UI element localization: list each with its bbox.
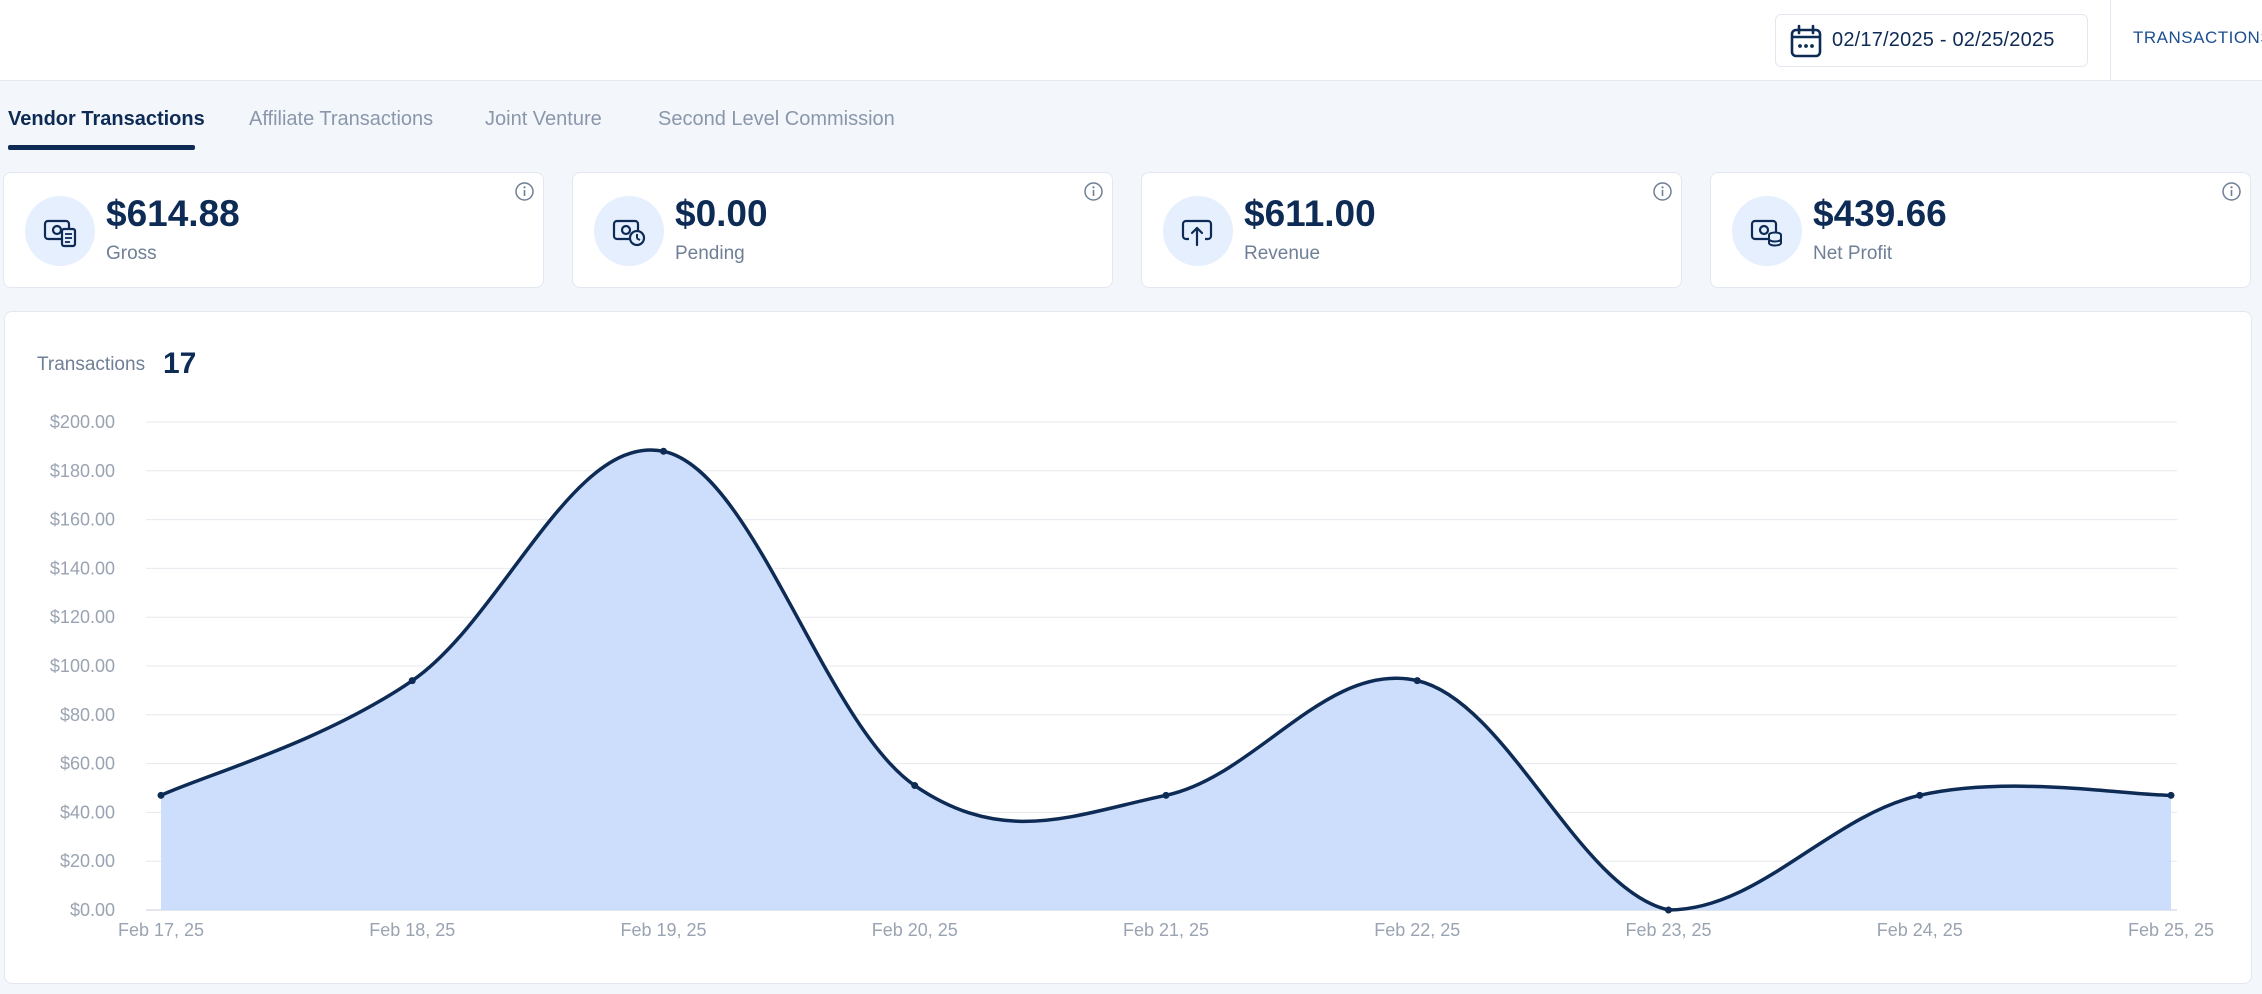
- y-tick-label: $0.00: [70, 900, 115, 920]
- x-tick-label: Feb 17, 25: [118, 920, 204, 940]
- y-tick-label: $180.00: [50, 461, 115, 481]
- y-tick-label: $140.00: [50, 558, 115, 578]
- x-tick-label: Feb 20, 25: [872, 920, 958, 940]
- tab-joint-venture[interactable]: Joint Venture: [485, 108, 602, 130]
- revenue-icon: [1181, 219, 1213, 247]
- gross-icon-badge: [25, 196, 95, 266]
- transactions-area-chart: $0.00 $20.00 $40.00 $60.00 $80.00 $100.00 $120…: [50, 412, 2214, 940]
- data-point: [2167, 791, 2175, 799]
- calendar-icon: [1790, 24, 1822, 57]
- y-tick-label: $80.00: [60, 705, 115, 725]
- tab-affiliate-transactions[interactable]: Affiliate Transactions: [249, 108, 434, 130]
- data-point: [408, 677, 416, 685]
- tab-vendor-transactions[interactable]: Vendor Transactions: [8, 108, 205, 130]
- tab-second-level-commission[interactable]: Second Level Commission: [658, 108, 895, 130]
- stat-label: Revenue: [1244, 243, 1321, 264]
- data-point: [660, 447, 667, 455]
- info-icon[interactable]: [1083, 181, 1104, 202]
- area-fill: [161, 449, 2171, 910]
- stat-value: $0.00: [675, 193, 768, 234]
- pending-icon-badge: [594, 196, 664, 266]
- active-tab-indicator: [8, 145, 195, 150]
- date-range-text: 02/17/2025 - 02/25/2025: [1832, 29, 2055, 51]
- transaction-count: 17: [163, 347, 197, 380]
- stat-label: Pending: [675, 243, 745, 264]
- stat-card-net-profit: $439.66 Net Profit: [1710, 172, 2251, 288]
- info-icon[interactable]: [1652, 181, 1673, 202]
- data-point: [1916, 791, 1924, 799]
- revenue-icon-badge: [1163, 196, 1233, 266]
- data-point: [1665, 906, 1672, 914]
- y-tick-label: $20.00: [60, 851, 115, 871]
- stat-card-revenue: $611.00 Revenue: [1141, 172, 1682, 288]
- info-icon[interactable]: [2221, 181, 2242, 202]
- stat-value: $439.66: [1813, 193, 1947, 234]
- data-point: [157, 791, 165, 799]
- x-tick-label: Feb 19, 25: [620, 920, 706, 940]
- chart-title: Transactions: [37, 354, 146, 375]
- net-profit-icon-badge: [1732, 196, 1802, 266]
- y-tick-label: $60.00: [60, 754, 115, 774]
- top-bar: 02/17/2025 - 02/25/2025 TRANSACTIONS: [0, 0, 2262, 81]
- series-line: [160, 448, 2172, 912]
- x-tick-label: Feb 21, 25: [1123, 920, 1209, 940]
- tab-bar: Vendor Transactions Affiliate Transactio…: [0, 82, 2262, 150]
- y-tick-label: $120.00: [50, 607, 115, 627]
- stat-value: $611.00: [1244, 193, 1376, 234]
- y-tick-label: $40.00: [60, 802, 115, 822]
- date-range-picker[interactable]: 02/17/2025 - 02/25/2025: [1775, 14, 2088, 67]
- stat-value: $614.88: [106, 193, 240, 234]
- y-tick-label: $160.00: [50, 510, 115, 530]
- gross-icon: [43, 219, 77, 248]
- x-tick-label: Feb 23, 25: [1625, 920, 1711, 940]
- stat-label: Net Profit: [1813, 243, 1893, 264]
- stat-label: Gross: [106, 243, 157, 264]
- divider: [2110, 0, 2111, 81]
- transactions-chart-panel: Transactions 17 $0.00 $20.00 $40.00 $60.00 $…: [4, 311, 2252, 984]
- data-point: [911, 782, 919, 790]
- stat-card-gross: $614.88 Gross: [3, 172, 544, 288]
- info-icon[interactable]: [514, 181, 535, 202]
- x-tick-label: Feb 22, 25: [1374, 920, 1460, 940]
- pending-icon: [612, 219, 646, 247]
- data-point: [1162, 791, 1170, 799]
- net-profit-icon: [1750, 219, 1782, 247]
- x-tick-label: Feb 25, 25: [2128, 920, 2214, 940]
- stat-card-pending: $0.00 Pending: [572, 172, 1113, 288]
- y-tick-label: $100.00: [50, 656, 115, 676]
- x-tick-label: Feb 24, 25: [1877, 920, 1963, 940]
- data-point: [1413, 677, 1421, 685]
- transactions-link[interactable]: TRANSACTIONS: [2133, 28, 2262, 47]
- x-tick-label: Feb 18, 25: [369, 920, 455, 940]
- y-tick-label: $200.00: [50, 412, 115, 432]
